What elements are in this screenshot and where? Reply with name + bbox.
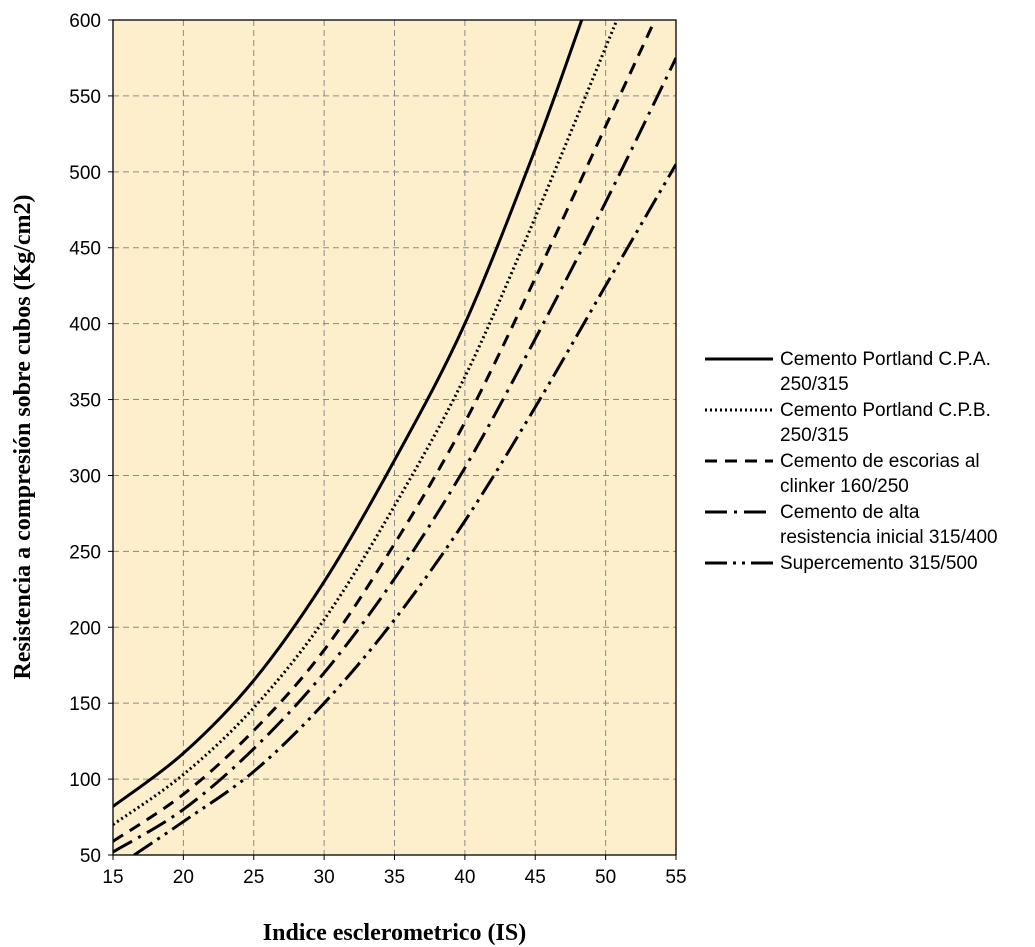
x-tick-label: 25 bbox=[243, 867, 264, 888]
series-line-2 bbox=[113, 20, 619, 826]
x-axis-ticks: 15 20 25 30 35 40 45 50 55 bbox=[102, 855, 687, 888]
x-tick-label: 55 bbox=[665, 867, 686, 888]
y-tick-label: 400 bbox=[69, 315, 101, 336]
x-tick-label: 50 bbox=[595, 867, 616, 888]
legend-entry-text: clinker 160/250 bbox=[780, 476, 909, 497]
legend-entry-text: Cemento de alta bbox=[780, 502, 920, 523]
y-tick-label: 300 bbox=[69, 466, 101, 487]
x-tick-label: 20 bbox=[173, 867, 194, 888]
y-tick-label: 350 bbox=[69, 391, 101, 412]
x-tick-label: 15 bbox=[102, 867, 123, 888]
x-axis-title: Indice esclerometrico (IS) bbox=[263, 920, 526, 946]
legend-entry-text: 250/315 bbox=[780, 425, 849, 446]
y-tick-label: 600 bbox=[69, 11, 101, 32]
grid-lines bbox=[113, 20, 676, 855]
legend-entry-text: 250/315 bbox=[780, 374, 849, 395]
y-tick-label: 550 bbox=[69, 87, 101, 108]
x-tick-label: 40 bbox=[454, 867, 475, 888]
y-tick-label: 150 bbox=[69, 694, 101, 715]
legend-entry-text: Cemento Portland C.P.A. bbox=[780, 349, 991, 370]
y-tick-label: 500 bbox=[69, 163, 101, 184]
series-lines bbox=[113, 20, 676, 855]
x-tick-label: 45 bbox=[525, 867, 546, 888]
series-line-1 bbox=[113, 20, 584, 808]
y-tick-label: 50 bbox=[80, 846, 101, 867]
legend: Cemento Portland C.P.A. 250/315 Cemento Po… bbox=[705, 349, 998, 574]
y-tick-label: 450 bbox=[69, 239, 101, 260]
legend-entry-text: resistencia inicial 315/400 bbox=[780, 527, 998, 548]
legend-entry-text: Cemento Portland C.P.B. bbox=[780, 400, 991, 421]
series-line-4 bbox=[113, 57, 676, 854]
legend-entry-text: Supercemento 315/500 bbox=[780, 553, 978, 574]
y-axis-title: Resistencia a compresión sobre cubos (Kg… bbox=[10, 194, 36, 679]
y-tick-label: 100 bbox=[69, 770, 101, 791]
series-line-5 bbox=[133, 163, 676, 855]
series-line-3 bbox=[113, 20, 657, 843]
x-tick-label: 30 bbox=[314, 867, 335, 888]
y-tick-label: 200 bbox=[69, 618, 101, 639]
x-tick-label: 35 bbox=[384, 867, 405, 888]
legend-entry-text: Cemento de escorias al bbox=[780, 451, 980, 472]
y-tick-label: 250 bbox=[69, 542, 101, 563]
y-axis-ticks: 50 100 150 200 250 300 350 400 450 500 550 600 bbox=[69, 11, 113, 867]
